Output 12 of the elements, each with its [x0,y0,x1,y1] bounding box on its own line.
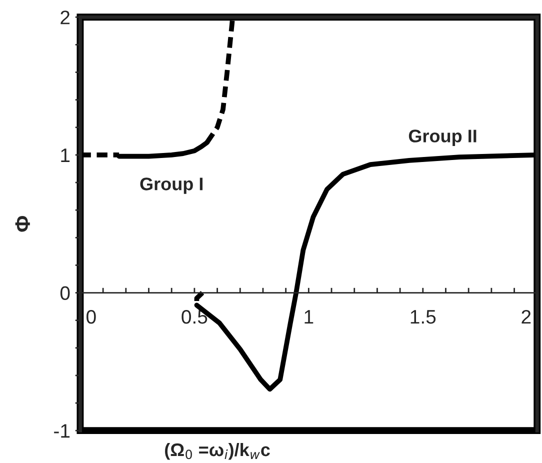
series-label: Group I [140,178,202,194]
x-tick-label: 0 [86,310,96,324]
y-tick-label: 0 [60,286,70,300]
y-tick-label: 2 [60,10,70,24]
x-axis-title: (Ω$_{0}$ =ω$_{i}$)/k$_{w}$c [165,442,270,460]
y-axis-title: Φ [15,216,30,232]
series-label: Group II [408,130,476,146]
x-tick-label: 2 [522,310,531,324]
x-tick-label: 1 [304,310,314,324]
y-tick-label: 1 [61,148,70,162]
x-tick-label: 1.5 [410,310,436,324]
y-tick-label: -1 [54,424,70,438]
